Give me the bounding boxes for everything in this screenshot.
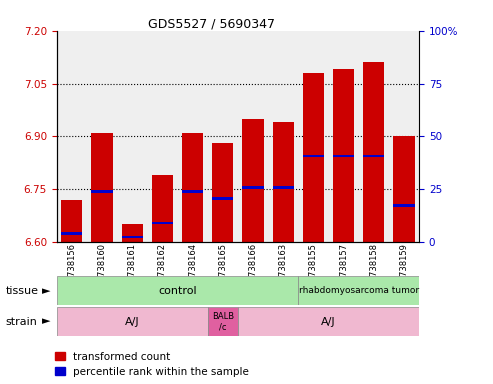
Bar: [91, 190, 112, 193]
Bar: [122, 235, 143, 238]
Bar: [122, 224, 143, 242]
Text: A/J: A/J: [321, 316, 336, 327]
Bar: [208, 31, 238, 242]
Bar: [273, 186, 294, 189]
Legend: transformed count, percentile rank within the sample: transformed count, percentile rank withi…: [55, 352, 249, 377]
Text: GDS5527 / 5690347: GDS5527 / 5690347: [148, 17, 276, 30]
Bar: [303, 73, 324, 242]
Bar: [212, 197, 233, 200]
Bar: [238, 31, 268, 242]
Text: BALB
/c: BALB /c: [211, 312, 234, 331]
Bar: [393, 136, 415, 242]
Bar: [212, 143, 233, 242]
Bar: [61, 232, 82, 235]
Bar: [87, 31, 117, 242]
Text: strain: strain: [6, 316, 38, 327]
Text: ►: ►: [41, 286, 50, 296]
Bar: [91, 133, 112, 242]
Bar: [333, 155, 354, 157]
Bar: [359, 31, 389, 242]
Bar: [152, 222, 173, 224]
Text: A/J: A/J: [125, 316, 140, 327]
Text: tissue: tissue: [6, 286, 39, 296]
Bar: [61, 200, 82, 242]
Bar: [393, 204, 415, 207]
Bar: [273, 122, 294, 242]
Bar: [57, 31, 87, 242]
Bar: [177, 31, 208, 242]
Text: control: control: [158, 286, 197, 296]
Bar: [243, 119, 264, 242]
Bar: [182, 133, 203, 242]
Text: ►: ►: [41, 316, 50, 327]
Bar: [57, 276, 298, 305]
Bar: [268, 31, 298, 242]
Bar: [238, 307, 419, 336]
Bar: [152, 175, 173, 242]
Bar: [182, 190, 203, 193]
Bar: [147, 31, 177, 242]
Bar: [298, 276, 419, 305]
Bar: [303, 155, 324, 157]
Bar: [363, 62, 385, 242]
Bar: [333, 70, 354, 242]
Bar: [243, 186, 264, 189]
Bar: [389, 31, 419, 242]
Text: rhabdomyosarcoma tumor: rhabdomyosarcoma tumor: [299, 286, 419, 295]
Bar: [208, 307, 238, 336]
Bar: [298, 31, 328, 242]
Bar: [117, 31, 147, 242]
Bar: [363, 155, 385, 157]
Bar: [57, 307, 208, 336]
Bar: [328, 31, 358, 242]
